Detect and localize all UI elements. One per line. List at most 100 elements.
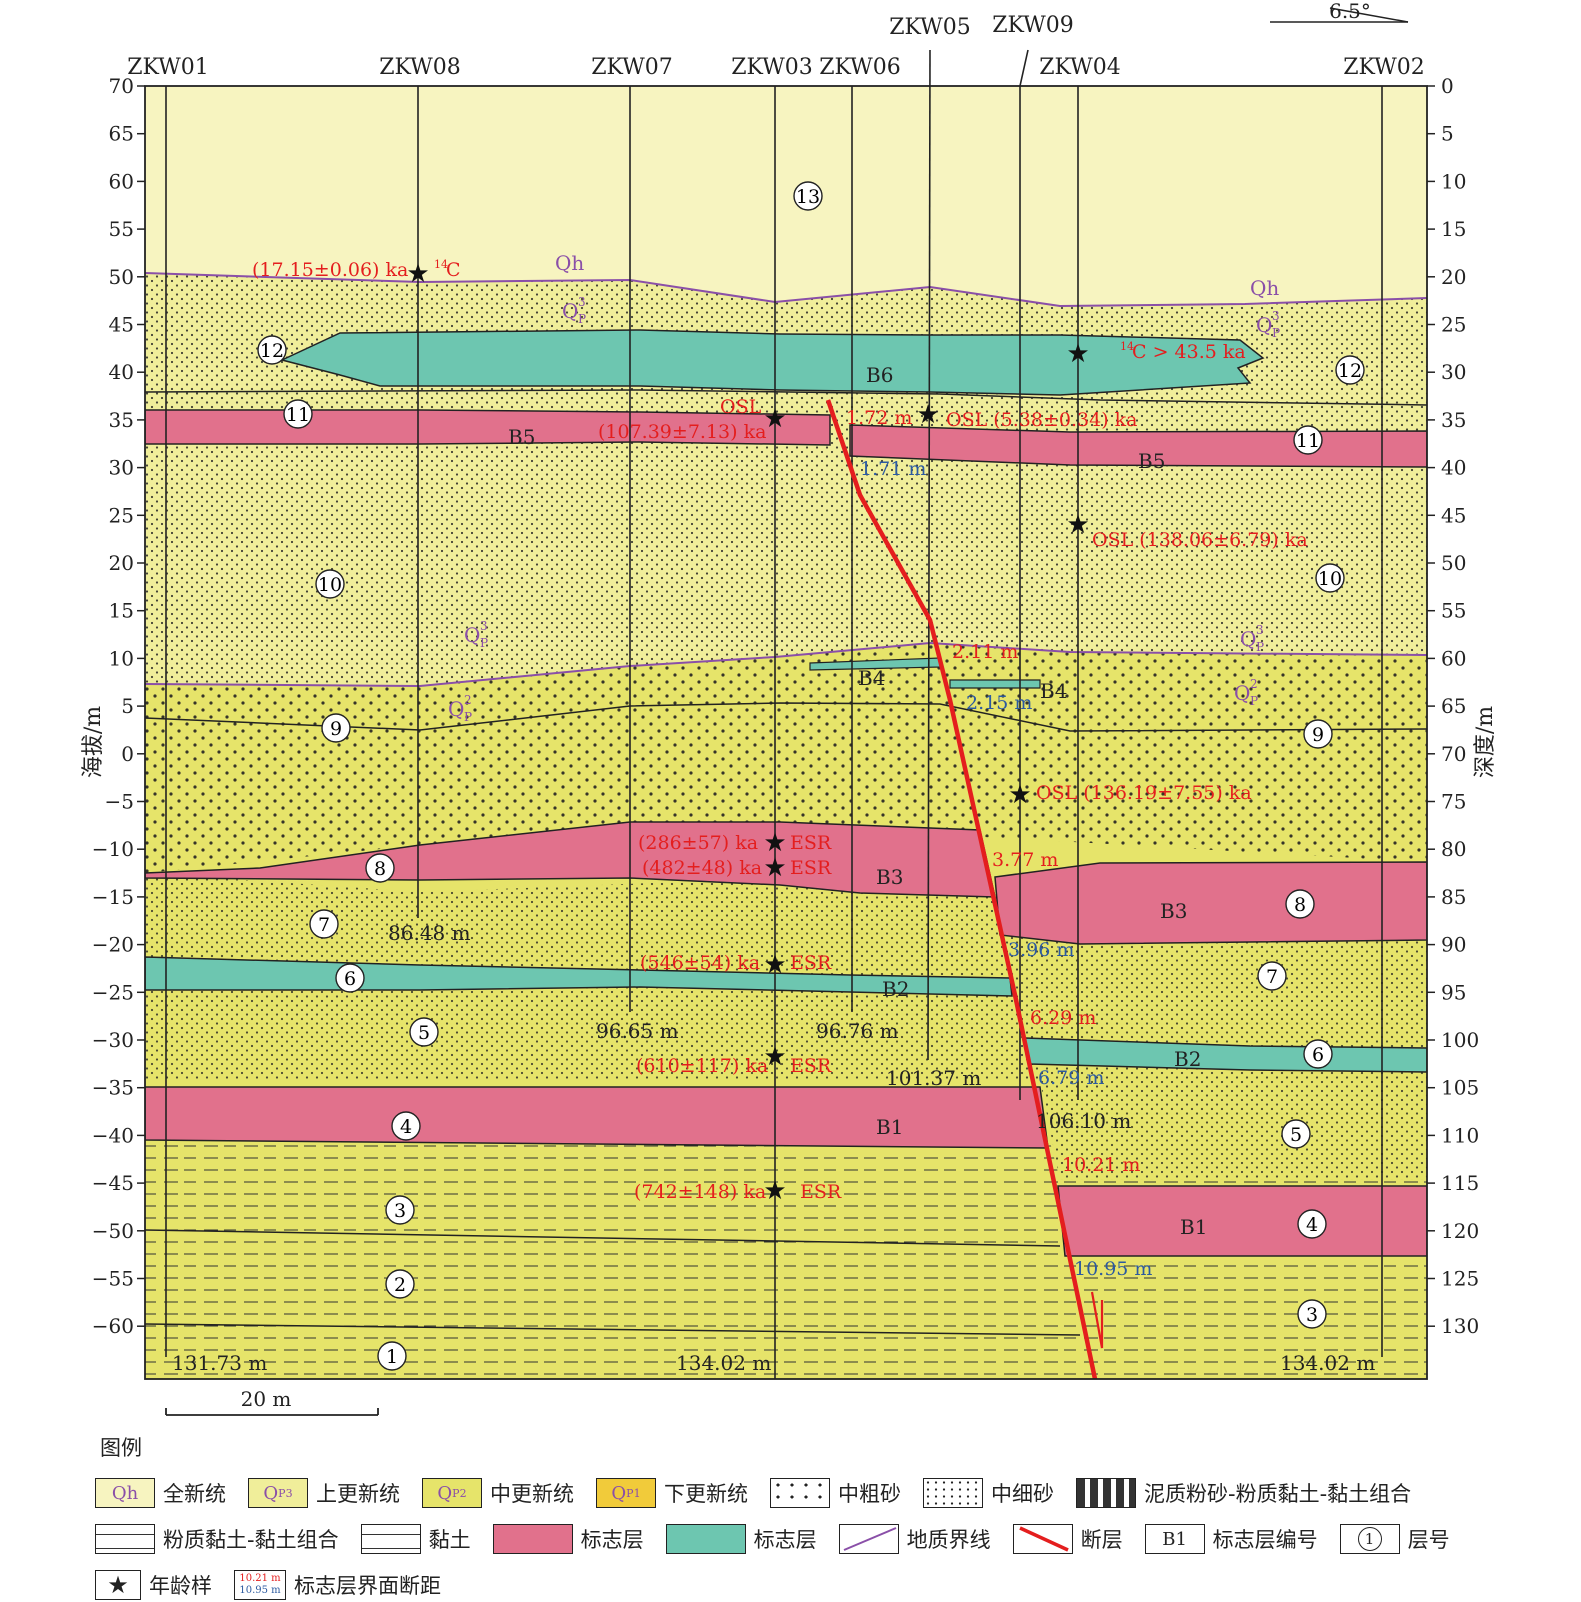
coarse-sand-pattern [145,643,1427,873]
legend-item-fine-sand: 中细砂 [923,1478,1054,1508]
borehole-label-zkw04: ZKW04 [1039,55,1121,80]
borehole-label-zkw02: ZKW02 [1343,55,1425,80]
svg-text:6: 6 [1312,1044,1324,1066]
age-label: OSL (138.06±6.79) ka [1092,529,1308,551]
svg-text:3: 3 [480,619,488,633]
legend-item-muddy-silt: 泥质粉砂-粉质黏土-黏土组合 [1076,1478,1411,1508]
age-label: (17.15±0.06) ka [252,259,408,281]
muddy-silt-swatch [1076,1478,1136,1508]
svg-text:3: 3 [1256,623,1264,637]
age-sample-star: ★ [1008,780,1031,810]
age-method: ESR [790,857,832,879]
svg-text:3: 3 [1272,309,1280,323]
right-axis-tick-label: 85 [1441,885,1466,909]
age-isotope-sup: 14 [434,258,448,271]
age-sample-star: ★ [763,404,786,434]
orientation-line [1329,7,1409,23]
layer-no-5: 5 [409,1017,439,1047]
left-axis-tick-label: −35 [92,1076,134,1100]
offset-label: 10.21 m [1062,1154,1140,1176]
svg-text:9: 9 [1312,724,1324,746]
right-axis-tick-label: 45 [1441,503,1466,527]
marker-red-swatch [492,1524,573,1554]
layer-no-8: 8 [1285,889,1315,919]
layer-no-8: 8 [365,853,395,883]
age-method: ESR [790,1055,832,1077]
left-axis-tick-label: 45 [109,313,134,337]
svg-text:13: 13 [796,186,820,208]
left-axis-tick-label: 65 [109,122,134,146]
svg-text:Q: Q [448,697,464,721]
depth-zkw02: 134.02 m [1280,1351,1375,1375]
strat-label-q2p: Q 2 P [448,693,472,724]
svg-text:P: P [1272,326,1280,340]
offset-label: 2.15 m [966,692,1032,714]
svg-text:7: 7 [318,914,330,936]
svg-text:10: 10 [318,574,342,596]
boundary-swatch [838,1524,899,1554]
layer-no-3: 3 [385,1195,415,1225]
left-axis-tick-label: −10 [92,837,134,861]
right-axis-tick-label: 25 [1441,313,1466,337]
marker-code-b3: B3 [876,865,903,889]
legend-item-fault: 断层 [1012,1524,1123,1554]
age-label: (482±48) ka [642,857,762,879]
marker-code-b5: B5 [1138,449,1165,473]
right-axis-tick-label: 95 [1441,980,1466,1004]
svg-text:12: 12 [260,340,284,362]
age-method: OSL [720,396,762,418]
marker-code-b2: B2 [882,977,909,1001]
marker-teal-swatch [665,1524,746,1554]
marker-code-b4: B4 [1040,679,1067,703]
age-label: C > 43.5 ka [1132,341,1246,363]
right-axis-tick-label: 55 [1441,599,1466,623]
left-axis-tick-label: −30 [92,1028,134,1052]
left-axis: 7065605550454035302520151050−5−10−15−20−… [92,74,145,1338]
marker-layer-b5-west [145,409,831,446]
marker-code-b5: B5 [508,425,535,449]
left-axis-tick-label: −20 [92,933,134,957]
right-axis-tick-label: 105 [1441,1076,1479,1100]
svg-text:7: 7 [1266,966,1278,988]
left-axis-tick-label: 60 [109,169,134,193]
layer-no-10: 10 [1315,563,1345,593]
legend-row-2: 粉质黏土-黏土组合 黏土 标志层 标志层 地质界线 断层 B1 [95,1522,1472,1556]
coarse-sand-swatch [770,1478,830,1508]
marker-code-b4: B4 [858,666,885,690]
svg-text:5: 5 [1290,1124,1302,1146]
svg-text:10: 10 [1318,568,1342,590]
left-axis-tick-label: 50 [109,265,134,289]
right-axis-tick-label: 80 [1441,837,1466,861]
age-sample-star: ★ [406,259,429,289]
layer-no-10: 10 [315,569,345,599]
left-axis-tick-label: 25 [109,503,134,527]
right-axis-tick-label: 5 [1441,122,1454,146]
left-axis-tick-label: −45 [92,1171,134,1195]
age-label: (286±57) ka [638,832,758,854]
age-sample-star: ★ [763,1042,786,1072]
marker-code-b1: B1 [1180,1215,1207,1239]
svg-text:6: 6 [344,968,356,990]
right-axis-tick-label: 100 [1441,1028,1479,1052]
right-axis-tick-label: 10 [1441,169,1466,193]
svg-text:4: 4 [400,1116,412,1138]
svg-text:P: P [1256,640,1264,654]
orientation-angle: 6.5° [1329,0,1371,23]
legend-item-silty-clay: 粉质黏土-黏土组合 [95,1524,339,1554]
svg-text:12: 12 [1338,360,1362,382]
marker-layer-b5-east [849,424,1427,468]
offset-label: 6.29 m [1030,1007,1096,1029]
layer-no-6: 6 [335,963,365,993]
right-axis-tick-label: 110 [1441,1123,1479,1147]
age-label: (610±117) ka [636,1055,768,1077]
svg-text:Q: Q [1256,313,1272,337]
layer-boundary-3 [145,1229,1061,1247]
marker-code-swatch: B1 [1144,1524,1205,1554]
svg-text:Q: Q [1240,627,1256,651]
layer-no-11: 11 [283,399,313,429]
svg-text:P: P [464,710,472,724]
marker-layer-b3-east [994,861,1427,945]
